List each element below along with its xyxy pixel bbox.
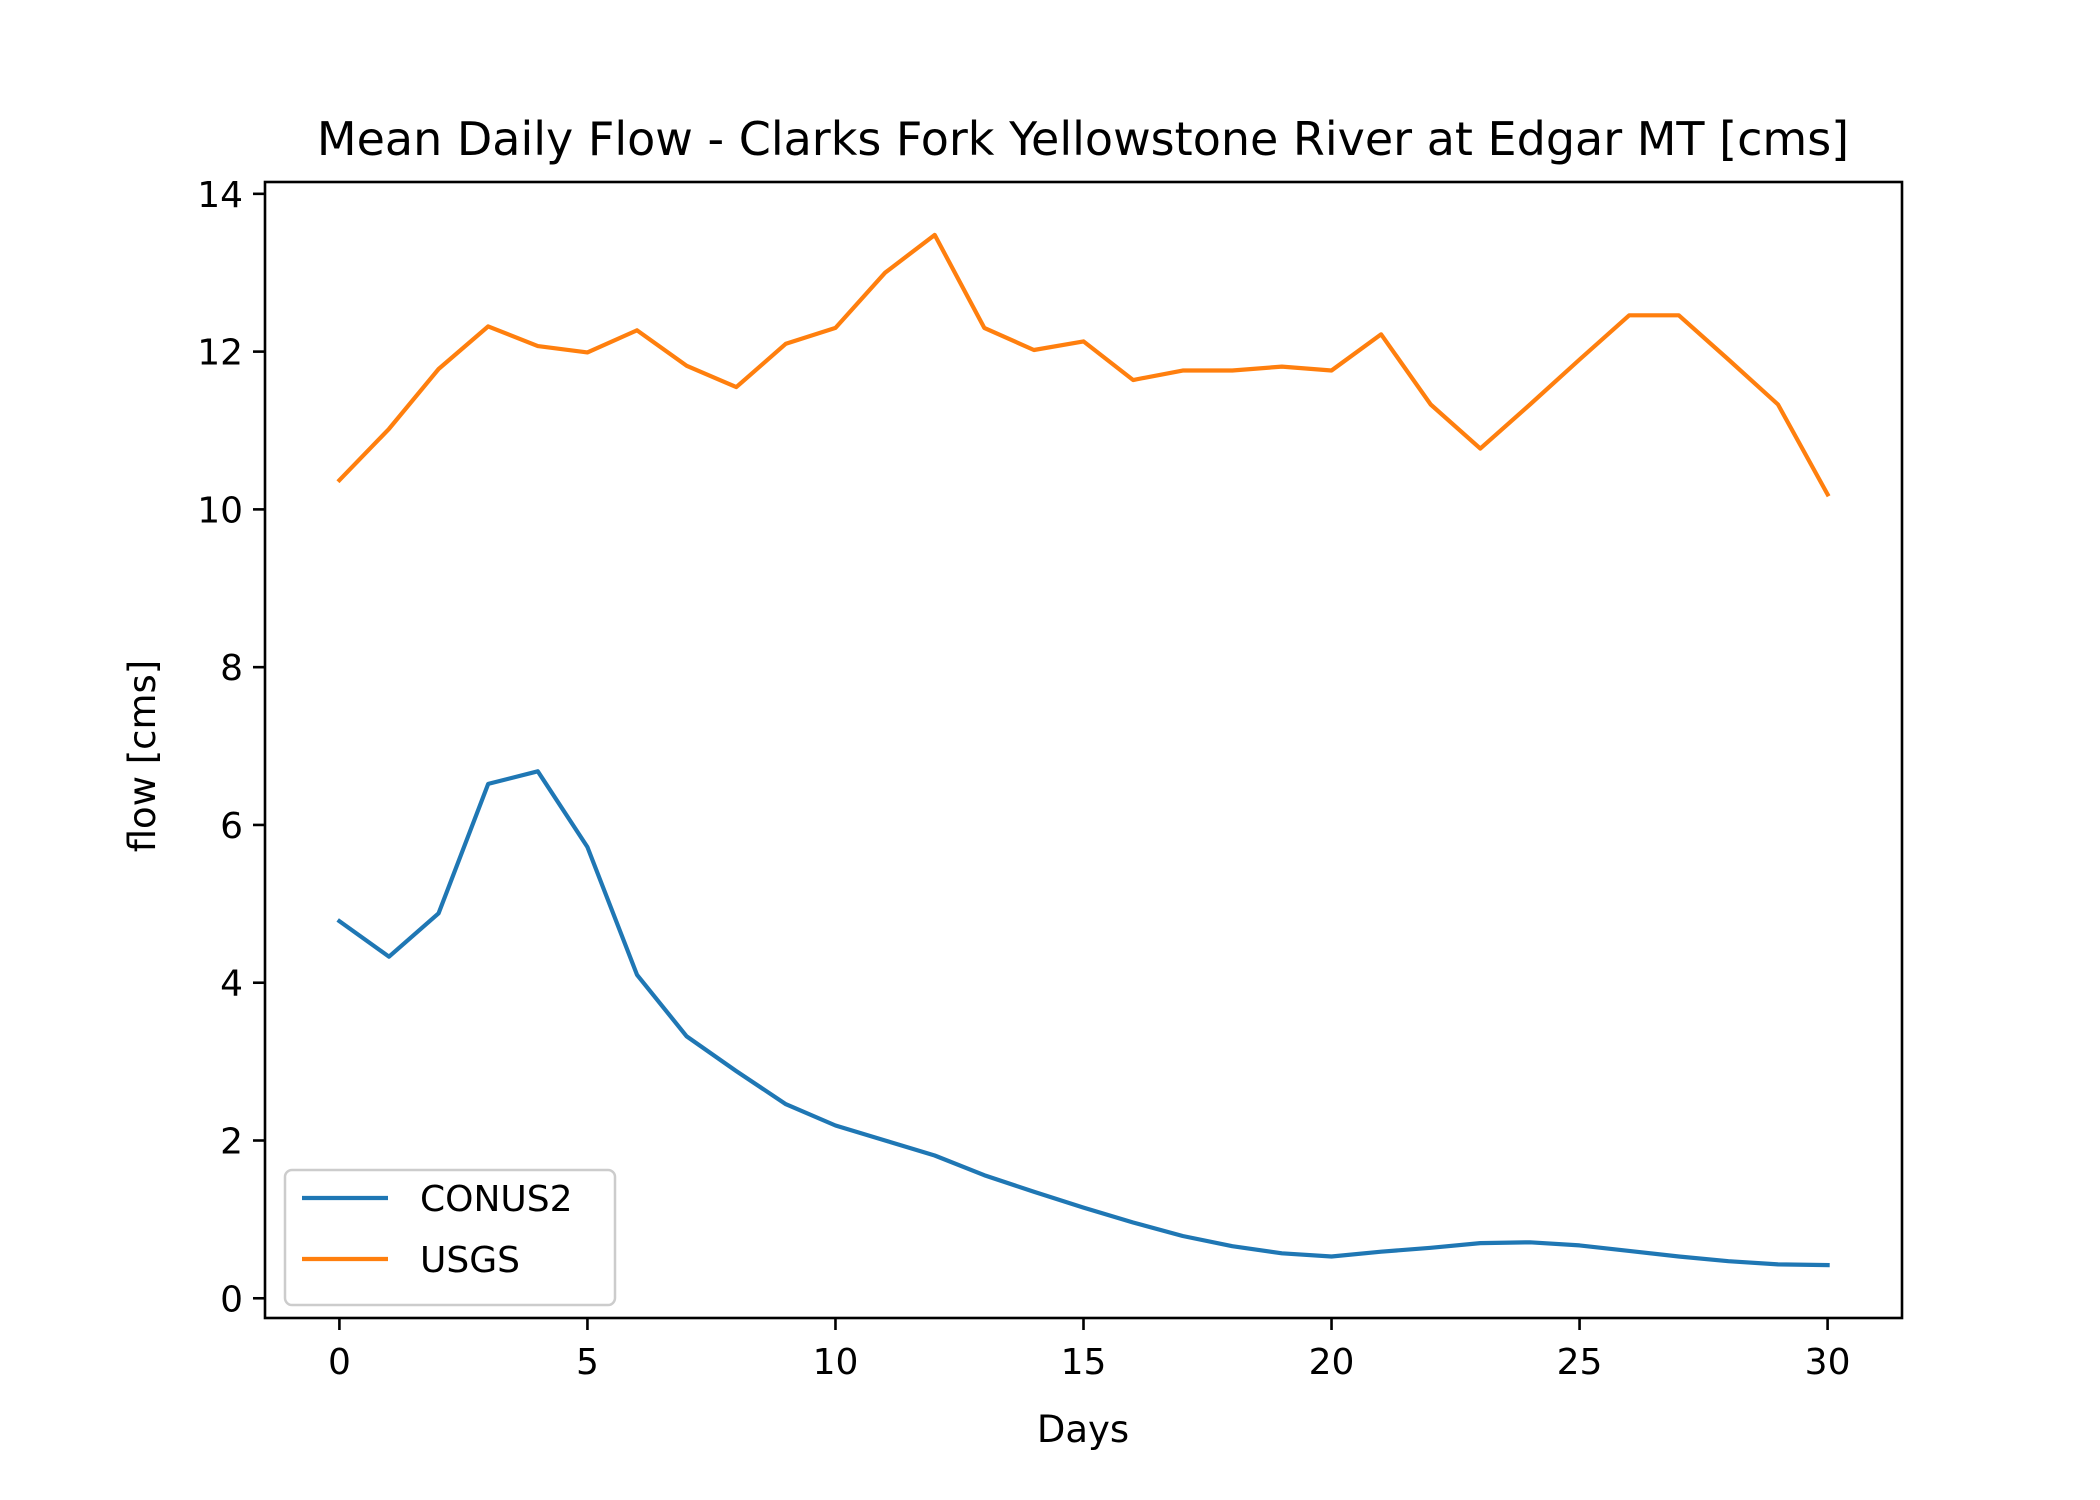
x-tick-label: 0 — [328, 1342, 351, 1383]
x-tick-label: 25 — [1557, 1342, 1603, 1383]
series-line-conus2 — [336, 769, 1830, 1268]
x-tick-label: 20 — [1309, 1342, 1355, 1383]
series-lines — [336, 232, 1831, 1268]
axes-frame — [263, 180, 1904, 1320]
y-tick-label: 6 — [220, 806, 243, 847]
series-line-usgs — [336, 232, 1831, 498]
legend-label-conus2: CONUS2 — [420, 1179, 573, 1220]
x-axis-label: Days — [1037, 1408, 1129, 1451]
legend-label-usgs: USGS — [420, 1240, 520, 1281]
legend: CONUS2 USGS — [283, 1168, 617, 1307]
y-tick-label: 4 — [220, 964, 243, 1005]
y-axis: 0 2 4 6 8 10 12 14 — [197, 175, 265, 1320]
plot-area: 0 2 4 6 8 10 12 14 0 5 10 15 20 25 30 — [197, 175, 1904, 1383]
y-tick-label: 10 — [197, 490, 243, 531]
y-tick-label: 12 — [197, 333, 243, 374]
x-tick-label: 15 — [1061, 1342, 1107, 1383]
x-tick-label: 30 — [1805, 1342, 1851, 1383]
x-axis: 0 5 10 15 20 25 30 — [328, 1318, 1851, 1383]
chart-title: Mean Daily Flow - Clarks Fork Yellowston… — [317, 112, 1849, 166]
y-tick-label: 2 — [220, 1122, 243, 1163]
x-tick-label: 10 — [813, 1342, 859, 1383]
y-tick-label: 14 — [197, 175, 243, 216]
legend-box — [283, 1168, 617, 1307]
y-tick-label: 8 — [220, 648, 243, 689]
y-tick-label: 0 — [220, 1279, 243, 1320]
x-tick-label: 5 — [576, 1342, 599, 1383]
y-axis-label: flow [cms] — [121, 660, 164, 853]
